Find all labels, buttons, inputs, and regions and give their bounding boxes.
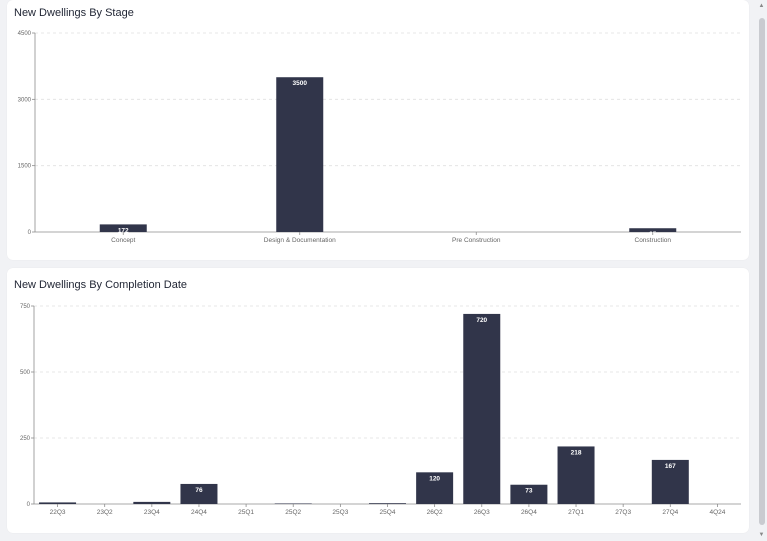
completion-y-tick-label: 250: [20, 436, 31, 442]
stage-x-tick-label: Pre Construction: [452, 237, 501, 244]
stage-x-tick-label: Design & Documentation: [264, 237, 336, 244]
stage-chart-card: New Dwellings By Stage 0 1500 3000 4500 172 C…: [7, 0, 749, 260]
completion-x-tick-label: 26Q4: [521, 509, 537, 516]
completion-x-tick-label: 22Q3: [50, 509, 66, 516]
stage-bar: [99, 224, 147, 232]
stage-bar: [276, 77, 324, 232]
completion-bar: [416, 472, 454, 504]
completion-x-tick-label: 23Q2: [97, 509, 113, 516]
completion-y-tick-label: 500: [20, 370, 31, 376]
completion-bar: [369, 503, 406, 504]
completion-chart-title: New Dwellings By Completion Date: [14, 279, 188, 291]
completion-x-tick-label: 27Q4: [662, 509, 678, 516]
stage-bar: [629, 228, 677, 232]
scroll-down-icon[interactable]: ▼: [758, 532, 765, 538]
completion-x-tick-label: 4Q24: [709, 509, 725, 516]
completion-bar: [133, 501, 171, 504]
completion-bar: [180, 483, 218, 504]
completion-x-tick-label: 25Q3: [332, 509, 348, 516]
stage-data-label: 3500: [293, 80, 308, 87]
scrollbar-thumb[interactable]: [759, 18, 765, 525]
stage-chart-title: New Dwellings By Stage: [14, 7, 134, 19]
completion-x-tick-label: 26Q3: [474, 509, 490, 516]
completion-y-tick-label: 0: [27, 502, 31, 508]
completion-bar: [463, 313, 501, 504]
completion-chart: 0 250 500 750 22Q3 23Q2 23Q4 76 24Q4 25Q1 25Q2 25Q3…: [20, 304, 741, 516]
completion-data-label: 76: [195, 487, 203, 494]
completion-bar: [510, 484, 548, 504]
completion-chart-card: New Dwellings By Completion Date 0 250 500…: [7, 268, 749, 533]
completion-x-tick-label: 25Q4: [380, 509, 396, 516]
completion-x-tick-label: 27Q3: [615, 509, 631, 516]
completion-data-label: 167: [665, 463, 676, 470]
stage-y-tick-label: 0: [28, 230, 32, 236]
completion-x-tick-label: 25Q2: [285, 509, 301, 516]
stage-x-tick-label: Concept: [111, 237, 135, 244]
completion-bar: [557, 446, 595, 504]
completion-x-tick-label: 23Q4: [144, 509, 160, 516]
scroll-up-icon[interactable]: ▲: [758, 3, 765, 9]
completion-x-tick-label: 26Q2: [427, 509, 443, 516]
completion-bar: [274, 503, 312, 504]
completion-bar: [39, 502, 77, 504]
stage-x-tick-label: Construction: [635, 237, 672, 244]
stage-y-tick-label: 3000: [18, 97, 32, 103]
completion-bar: [651, 459, 689, 504]
completion-x-tick-label: 24Q4: [191, 509, 207, 516]
completion-data-label: 720: [476, 317, 487, 324]
stage-y-tick-label: 4500: [18, 31, 32, 37]
stage-y-tick-label: 1500: [18, 164, 32, 170]
stage-data-label: 172: [118, 227, 129, 234]
stage-chart: 0 1500 3000 4500 172 Concept 3500 Design & Docu…: [18, 31, 741, 244]
completion-data-label: 73: [525, 488, 533, 495]
completion-data-label: 218: [571, 449, 582, 456]
completion-x-tick-label: 27Q1: [568, 509, 584, 516]
completion-x-tick-label: 25Q1: [238, 509, 254, 516]
completion-y-tick-label: 750: [20, 304, 31, 310]
completion-data-label: 120: [429, 475, 440, 482]
